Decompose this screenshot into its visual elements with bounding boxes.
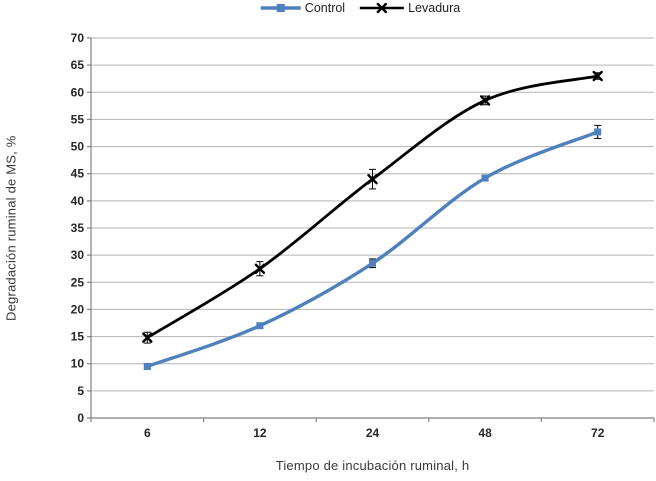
series-control xyxy=(143,124,602,370)
levadura-line-x-icon xyxy=(360,2,405,14)
legend-label-levadura: Levadura xyxy=(408,1,461,15)
x-axis-title: Tiempo de incubación ruminal, h xyxy=(275,458,470,473)
y-tick-label: 25 xyxy=(71,275,85,289)
legend-item-levadura: Levadura xyxy=(359,1,460,15)
control-line-square-icon xyxy=(260,4,301,12)
x-tick-label: 24 xyxy=(366,426,380,440)
y-tick-label: 30 xyxy=(71,248,85,262)
x-tick-label: 48 xyxy=(478,426,492,440)
y-tick-label: 70 xyxy=(71,31,85,45)
x-tick-label: 12 xyxy=(253,426,267,440)
y-tick-label: 60 xyxy=(71,85,85,99)
y-tick-label: 40 xyxy=(71,194,85,208)
y-tick-label: 5 xyxy=(77,384,84,398)
y-tick-label: 15 xyxy=(71,330,85,344)
y-tick-label: 10 xyxy=(71,357,85,371)
y-tick-label: 0 xyxy=(77,411,84,425)
legend-label-control: Control xyxy=(304,1,346,15)
gridlines xyxy=(91,37,654,419)
y-tick-label: 45 xyxy=(71,167,85,181)
y-tick-label: 50 xyxy=(71,140,85,154)
x-tick-label: 72 xyxy=(591,426,605,440)
axes xyxy=(87,37,655,422)
y-tick-label: 20 xyxy=(71,302,85,316)
legend: Control Levadura xyxy=(260,1,460,15)
y-tick-label: 55 xyxy=(71,112,85,126)
y-tick-label: 65 xyxy=(71,58,85,72)
y-tick-label: 35 xyxy=(71,221,85,235)
x-tick-label: 6 xyxy=(144,426,151,440)
legend-item-control: Control xyxy=(260,1,345,15)
tick-labels: 0 5 10 15 20 25 30 35 40 45 50 55 60 65 70 6 12 24 48 72 xyxy=(71,31,605,440)
series-levadura xyxy=(142,70,603,344)
